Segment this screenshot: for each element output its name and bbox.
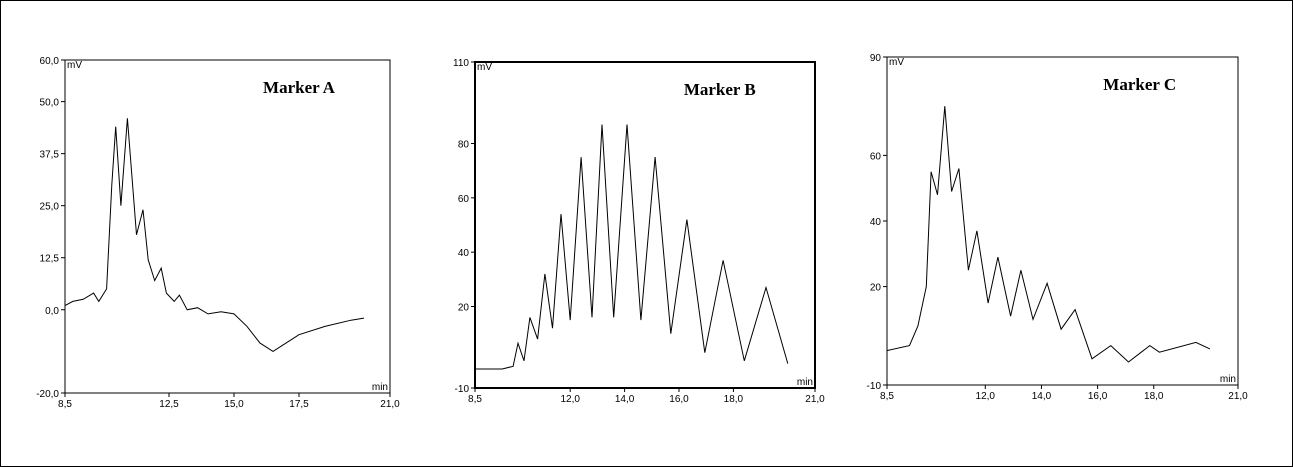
x-axis-label: min bbox=[797, 377, 813, 388]
x-tick-label: 12,5 bbox=[159, 399, 179, 410]
x-tick-label: 14,0 bbox=[615, 394, 635, 405]
plot-frame bbox=[474, 61, 816, 389]
y-tick-label: 0,0 bbox=[45, 306, 59, 317]
y-tick-label: 90 bbox=[870, 53, 882, 64]
chart-title: Marker C bbox=[1103, 75, 1176, 94]
chart-title: Marker A bbox=[263, 78, 336, 97]
y-tick-label: 60 bbox=[458, 194, 470, 205]
x-tick-label: 12,0 bbox=[560, 394, 580, 405]
y-tick-label: 110 bbox=[453, 58, 469, 69]
trace bbox=[886, 106, 1211, 363]
x-tick-label: 14,0 bbox=[1032, 391, 1052, 402]
x-tick-label: 18,0 bbox=[724, 394, 744, 405]
x-axis-label: min bbox=[1220, 374, 1236, 385]
x-tick-label: 16,0 bbox=[669, 394, 689, 405]
x-tick-label: 8,5 bbox=[468, 394, 482, 405]
x-tick-label: 15,0 bbox=[224, 399, 244, 410]
x-tick-label: 18,0 bbox=[1144, 391, 1164, 402]
y-tick-label: -20,0 bbox=[36, 389, 59, 400]
y-tick-label: -10 bbox=[867, 381, 882, 392]
x-tick-label: 21,0 bbox=[805, 394, 825, 405]
y-tick-label: 60 bbox=[870, 151, 882, 162]
y-tick-label: 20 bbox=[458, 303, 470, 314]
x-axis-label: min bbox=[372, 382, 388, 393]
y-tick-label: -10 bbox=[455, 384, 470, 395]
y-tick-label: 50,0 bbox=[40, 98, 60, 109]
x-tick-label: 16,0 bbox=[1088, 391, 1108, 402]
y-tick-label: 37,5 bbox=[40, 150, 60, 161]
y-tick-label: 25,0 bbox=[40, 202, 60, 213]
y-tick-label: 40 bbox=[870, 217, 882, 228]
chart-title: Marker B bbox=[684, 80, 756, 99]
x-tick-label: 8,5 bbox=[58, 399, 72, 410]
plot-frame bbox=[64, 59, 391, 394]
x-tick-label: 8,5 bbox=[880, 391, 894, 402]
trace bbox=[475, 124, 789, 370]
y-axis-label: mV bbox=[889, 57, 904, 68]
y-tick-label: 60,0 bbox=[40, 56, 60, 67]
y-axis-label: mV bbox=[477, 62, 492, 73]
x-tick-label: 21,0 bbox=[1228, 391, 1248, 402]
x-tick-label: 17,5 bbox=[289, 399, 309, 410]
y-tick-label: 12,5 bbox=[40, 254, 60, 265]
y-tick-label: 40 bbox=[458, 248, 470, 259]
trace bbox=[64, 118, 365, 352]
x-tick-label: 21,0 bbox=[380, 399, 400, 410]
y-tick-label: 80 bbox=[458, 140, 470, 151]
y-tick-label: 20 bbox=[870, 283, 882, 294]
y-axis-label: mV bbox=[67, 60, 82, 71]
x-tick-label: 12,0 bbox=[976, 391, 996, 402]
